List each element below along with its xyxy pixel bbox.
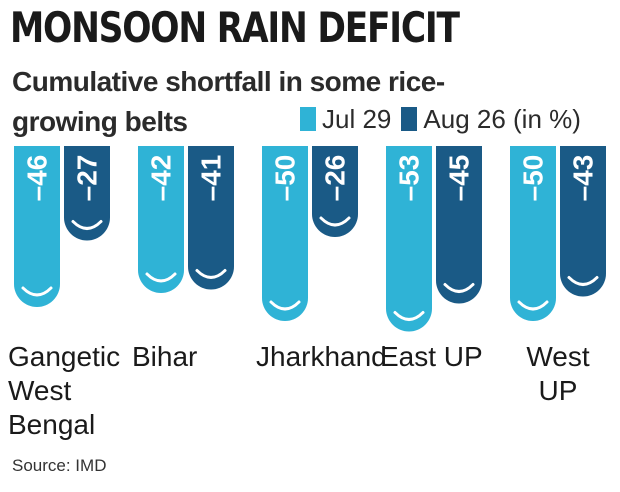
category-label-5-line-1: West [526, 341, 589, 372]
value-label-aug-1: –27 [72, 155, 103, 202]
category-label-5-line-2: UP [539, 375, 578, 406]
bar-aug-1 [64, 146, 110, 241]
category-label-1-line-2: West [8, 375, 71, 406]
value-label-aug-5: –43 [568, 155, 599, 202]
drop-highlight-jul-4 [393, 311, 425, 321]
value-label-jul-5: –50 [518, 155, 549, 202]
legend-swatch-aug [401, 107, 418, 131]
drop-highlight-jul-1 [21, 286, 53, 297]
chart-title: MONSOON RAIN DEFICIT [10, 3, 460, 52]
drop-highlight-aug-1 [71, 220, 103, 230]
bar-jul-5 [510, 146, 556, 321]
bar-aug-5 [560, 146, 606, 297]
category-label-3: Jharkhand [256, 341, 387, 372]
value-label-jul-3: –50 [270, 155, 301, 202]
legend-item-aug: Aug 26 (in %) [401, 104, 581, 135]
value-label-jul-4: –53 [394, 155, 425, 202]
category-label-2: Bihar [132, 341, 197, 372]
value-label-aug-2: –41 [196, 155, 227, 202]
drop-highlight-jul-3 [269, 300, 301, 311]
drop-highlight-aug-3 [319, 216, 351, 227]
drop-highlight-aug-4 [443, 283, 475, 293]
legend-label-jul: Jul 29 [322, 103, 392, 134]
value-label-jul-1: –46 [22, 155, 53, 202]
bar-aug-2 [188, 146, 234, 290]
value-label-jul-2: –42 [146, 155, 177, 202]
drop-highlight-aug-2 [195, 269, 227, 279]
bar-jul-3 [262, 146, 308, 321]
drop-highlight-aug-5 [567, 276, 599, 286]
legend-swatch-jul [300, 107, 316, 131]
bar-aug-4 [436, 146, 482, 304]
legend: Jul 29 Aug 26 (in %) [300, 104, 591, 134]
bar-jul-4 [386, 146, 432, 332]
category-label-1-line-1: Gangetic [8, 341, 120, 372]
legend-item-jul: Jul 29 [300, 104, 391, 135]
bar-jul-2 [138, 146, 184, 293]
bar-aug-3 [312, 146, 358, 237]
source-note: Source: IMD [12, 456, 107, 475]
drop-highlight-jul-5 [517, 300, 549, 311]
legend-label-aug: Aug 26 (in %) [423, 103, 581, 134]
bar-jul-1 [14, 146, 60, 307]
chart-subtitle: Cumulative shortfall in some rice-growin… [12, 66, 445, 137]
category-label-1-line-3: Bengal [8, 409, 95, 440]
value-label-aug-4: –45 [444, 155, 475, 202]
value-label-aug-3: –26 [320, 155, 351, 202]
category-label-4: East UP [380, 341, 483, 372]
drop-highlight-jul-2 [145, 272, 177, 283]
